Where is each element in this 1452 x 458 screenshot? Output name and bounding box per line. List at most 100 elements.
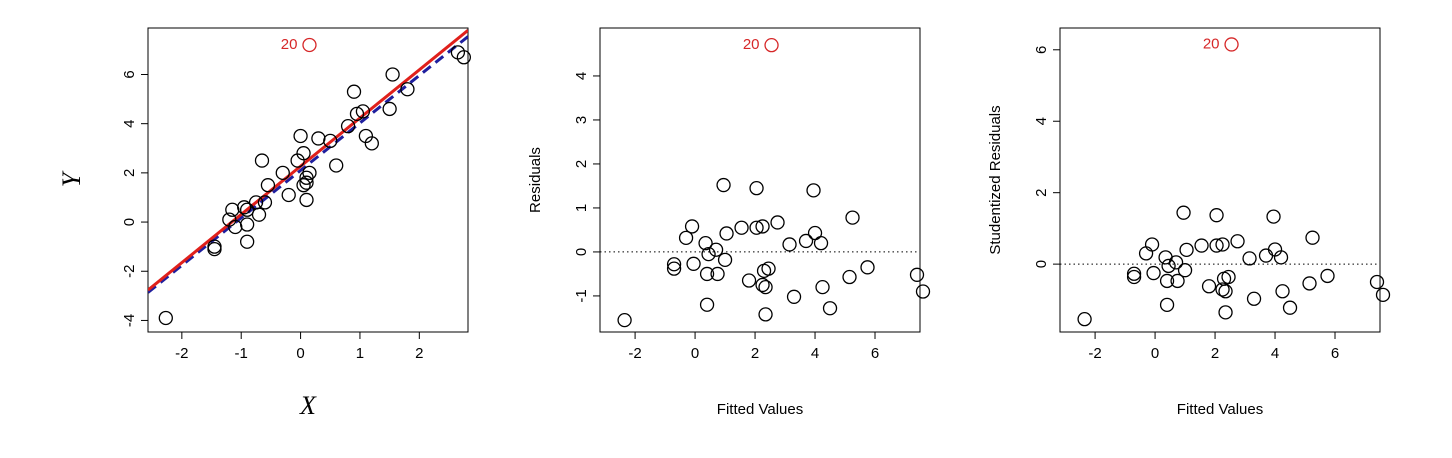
point — [806, 183, 821, 198]
point — [1201, 279, 1217, 294]
y-axis-label: Y — [57, 170, 86, 187]
outlier-point — [302, 37, 317, 53]
x-tick-label: -2 — [628, 345, 641, 362]
point — [813, 235, 829, 251]
point — [1126, 269, 1142, 285]
point — [699, 266, 715, 282]
x-tick-label: 0 — [296, 345, 304, 362]
point — [815, 279, 830, 295]
outlier-label: 20 — [1203, 35, 1220, 52]
point — [1194, 238, 1209, 253]
point — [758, 279, 773, 295]
point — [1138, 246, 1154, 261]
panel: -2 0 2 4 6 0 2 4 6 Fitted Values Studentized Resid… — [987, 27, 1391, 418]
point — [845, 210, 860, 225]
point — [666, 257, 682, 272]
point — [382, 101, 397, 117]
point — [1282, 300, 1298, 315]
point — [915, 284, 931, 299]
point — [1218, 284, 1233, 299]
point — [1144, 237, 1160, 252]
outlier-point — [1224, 37, 1239, 52]
y-tick-label: 4 — [573, 72, 590, 80]
point — [1159, 297, 1175, 313]
point — [260, 178, 276, 193]
y-tick-label: 4 — [121, 120, 138, 128]
point — [698, 235, 713, 251]
x-tick-label: 6 — [871, 345, 879, 362]
point — [807, 225, 823, 241]
x-tick-label: 4 — [1271, 345, 1279, 362]
x-tick-label: -2 — [1088, 345, 1101, 362]
point — [1161, 258, 1176, 274]
y-tick-label: 3 — [573, 116, 590, 124]
point — [329, 158, 344, 173]
point — [349, 106, 365, 121]
point — [1369, 274, 1385, 290]
y-axis-label: Residuals — [527, 147, 544, 213]
point — [1215, 282, 1230, 297]
point — [346, 84, 362, 99]
y-tick-label: 6 — [121, 70, 138, 78]
point — [701, 246, 716, 262]
point — [364, 136, 379, 151]
point — [158, 310, 173, 326]
x-tick-label: 4 — [811, 345, 819, 362]
point — [741, 273, 757, 288]
point — [755, 277, 770, 293]
point — [710, 266, 725, 282]
y-tick-label: 4 — [1033, 117, 1050, 125]
x-axis-label: Fitted Values — [1177, 401, 1263, 418]
point — [1266, 209, 1281, 224]
point — [786, 289, 802, 304]
point — [239, 234, 255, 249]
point — [281, 187, 296, 203]
y-tick-label: -2 — [121, 265, 138, 278]
point — [254, 153, 270, 168]
y-tick-label: -4 — [121, 314, 138, 327]
point — [355, 104, 371, 119]
point — [798, 233, 814, 249]
point — [299, 192, 314, 208]
point — [251, 207, 267, 222]
point — [1179, 242, 1194, 257]
point — [719, 226, 734, 241]
point — [1215, 237, 1230, 252]
y-tick-label: 0 — [1033, 260, 1050, 268]
point — [299, 175, 314, 190]
point — [302, 165, 317, 181]
outlier-point — [764, 38, 779, 53]
point — [666, 261, 682, 276]
point — [684, 219, 700, 234]
point — [1176, 205, 1191, 220]
point — [1159, 273, 1175, 289]
point — [1221, 269, 1236, 285]
point — [842, 269, 857, 285]
point — [239, 217, 255, 232]
point — [678, 230, 694, 246]
point — [822, 301, 838, 316]
x-tick-label: -1 — [235, 345, 248, 362]
x-tick-label: 2 — [415, 345, 423, 362]
point — [456, 50, 471, 65]
panel: -2 0 2 4 6 -1 0 1 2 3 4 Fitted Values Residuals 20 — [527, 27, 931, 418]
point — [293, 128, 308, 144]
point — [708, 242, 724, 257]
x-tick-label: 0 — [691, 345, 699, 362]
point — [207, 241, 222, 257]
point — [1246, 291, 1262, 306]
point — [749, 220, 764, 235]
plot-frame — [599, 27, 921, 333]
x-tick-label: 2 — [1211, 345, 1219, 362]
point — [909, 267, 925, 282]
point — [1209, 238, 1224, 253]
point — [385, 67, 400, 82]
point — [1375, 287, 1391, 302]
point — [340, 118, 356, 134]
x-tick-label: 6 — [1331, 345, 1339, 362]
point — [296, 146, 311, 161]
point — [1305, 230, 1320, 245]
point — [275, 165, 290, 181]
y-tick-label: 2 — [573, 160, 590, 168]
